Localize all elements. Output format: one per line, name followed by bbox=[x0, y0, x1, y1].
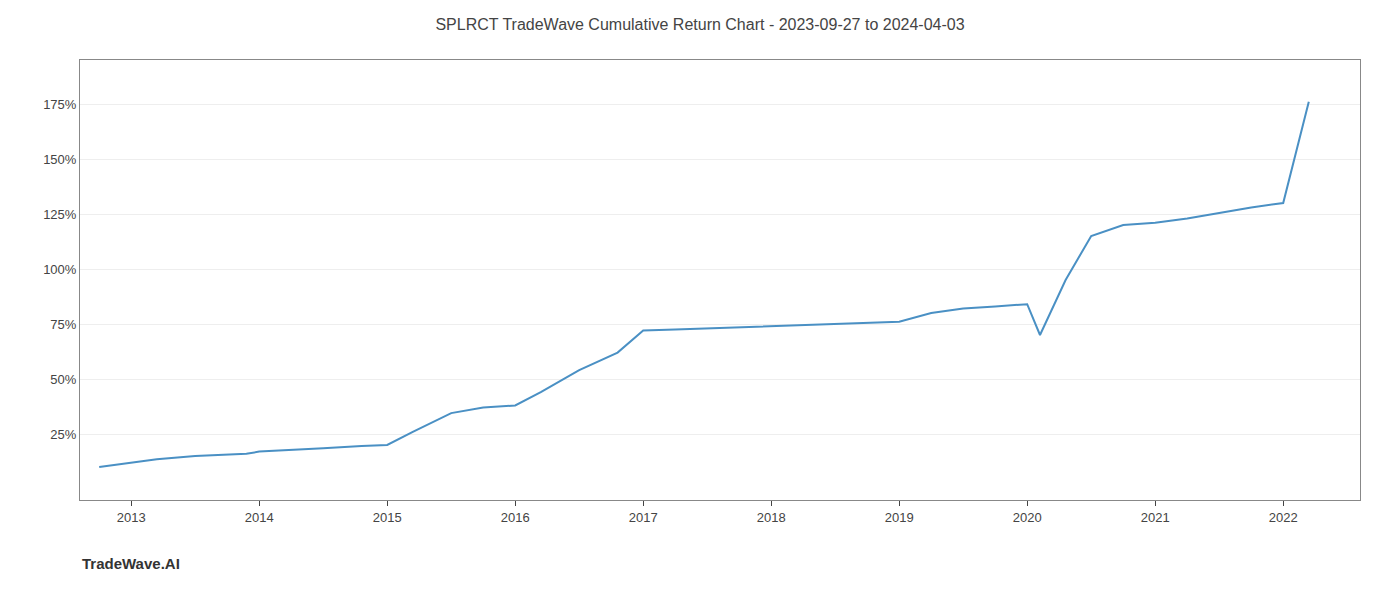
svg-text:100%: 100% bbox=[43, 262, 77, 277]
svg-text:2015: 2015 bbox=[373, 510, 402, 525]
svg-text:TradeWave.AI: TradeWave.AI bbox=[82, 555, 180, 572]
svg-text:50%: 50% bbox=[50, 372, 76, 387]
svg-text:2013: 2013 bbox=[117, 510, 146, 525]
svg-text:150%: 150% bbox=[43, 152, 77, 167]
svg-text:2020: 2020 bbox=[1013, 510, 1042, 525]
svg-text:2018: 2018 bbox=[757, 510, 786, 525]
svg-text:2014: 2014 bbox=[245, 510, 274, 525]
svg-text:75%: 75% bbox=[50, 317, 76, 332]
svg-text:2019: 2019 bbox=[885, 510, 914, 525]
svg-text:SPLRCT TradeWave Cumulative Re: SPLRCT TradeWave Cumulative Return Chart… bbox=[435, 16, 964, 33]
svg-text:125%: 125% bbox=[43, 207, 77, 222]
svg-text:175%: 175% bbox=[43, 97, 77, 112]
svg-text:2017: 2017 bbox=[629, 510, 658, 525]
svg-text:2021: 2021 bbox=[1141, 510, 1170, 525]
svg-text:2022: 2022 bbox=[1269, 510, 1298, 525]
svg-text:25%: 25% bbox=[50, 427, 76, 442]
svg-text:2016: 2016 bbox=[501, 510, 530, 525]
